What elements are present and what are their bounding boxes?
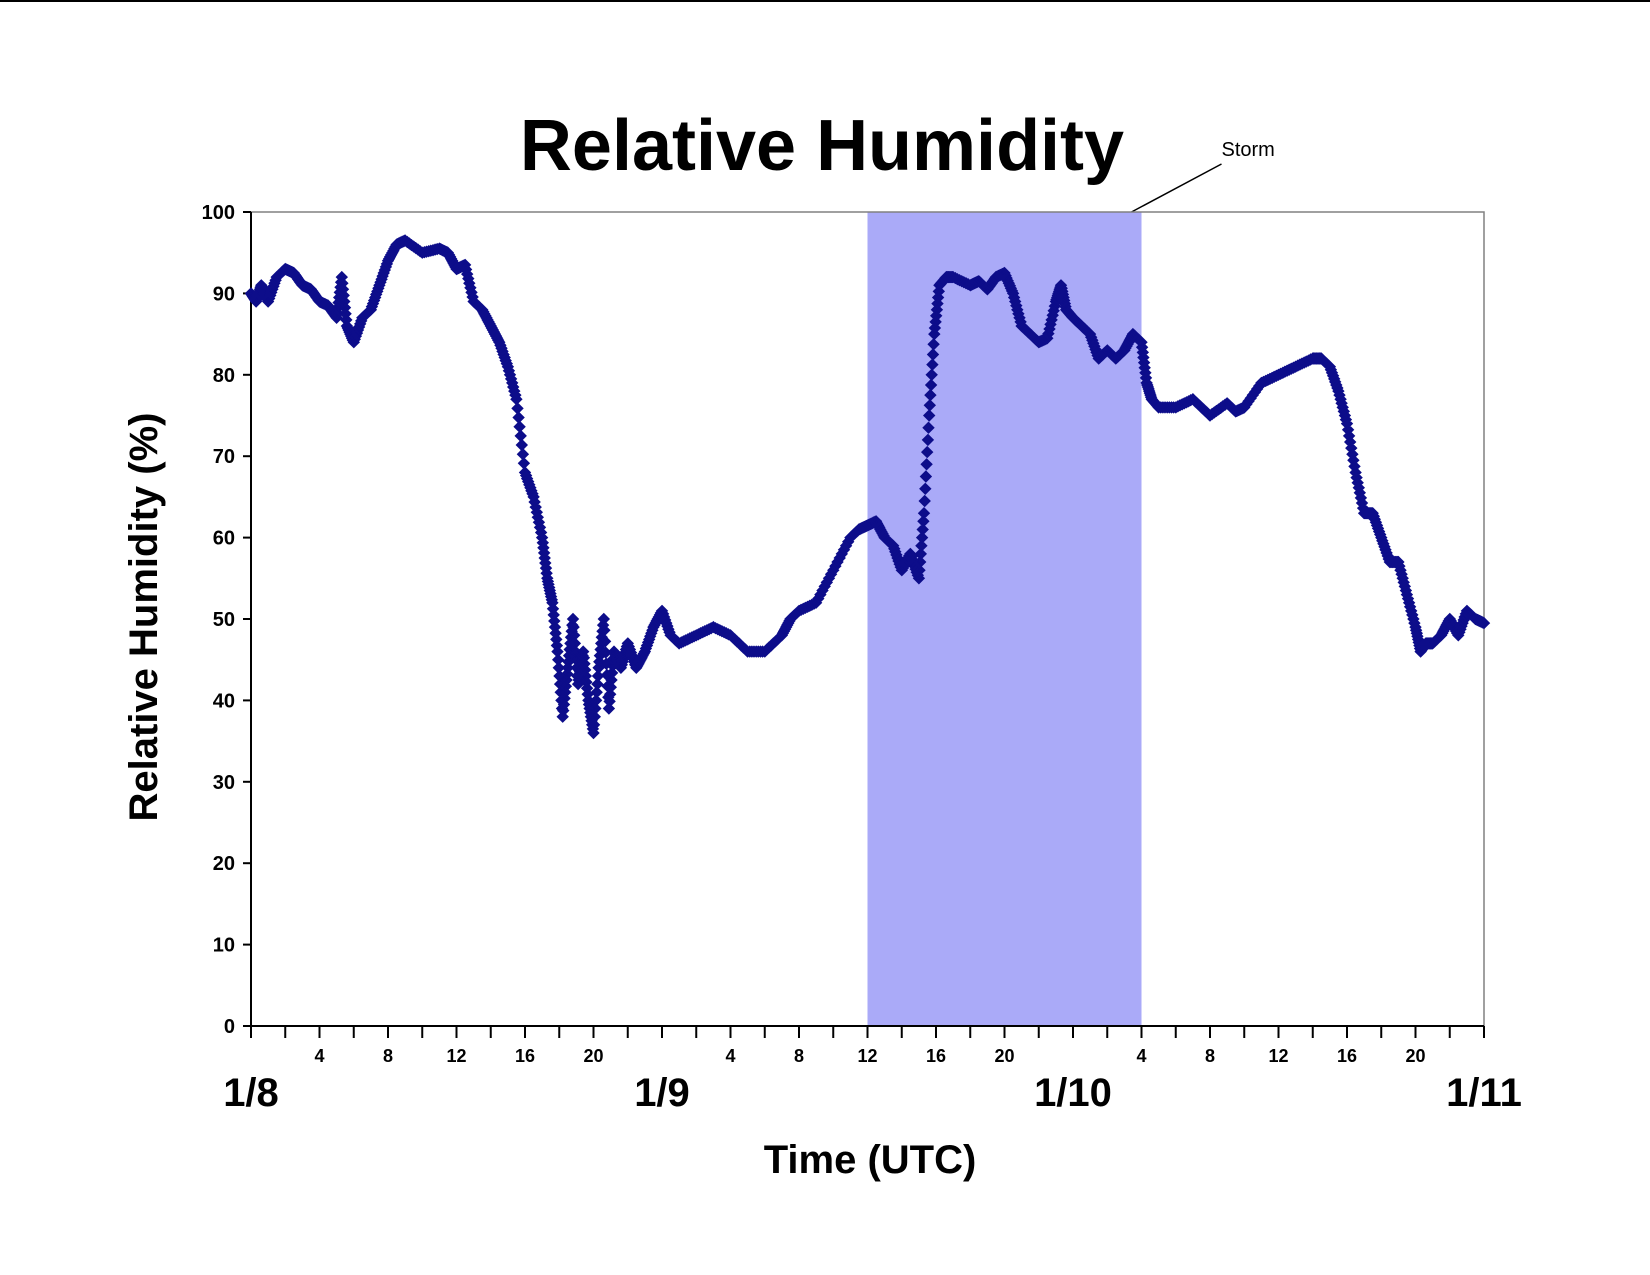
y-tick-label: 30 [213,772,235,794]
x-axis-hour-labels: 4 8 12 16 20 4 8 12 16 20 4 8 12 16 20 [314,1046,1425,1066]
chart-title: Relative Humidity [520,106,1124,186]
x-hour-label: 20 [583,1046,603,1066]
x-hour-label: 16 [515,1046,535,1066]
x-hour-label: 8 [383,1046,393,1066]
x-day-label: 1/8 [223,1071,279,1115]
top-rule [0,0,1650,2]
x-hour-label: 16 [1337,1046,1357,1066]
y-tick-label: 40 [213,690,235,712]
y-tick-label: 70 [213,446,235,468]
y-tick-label: 100 [202,202,235,224]
x-hour-label: 4 [314,1046,324,1066]
y-axis-ticks: 0 10 20 30 40 50 60 70 80 90 100 [202,202,251,1038]
x-day-label: 1/10 [1034,1071,1112,1115]
x-hour-label: 16 [926,1046,946,1066]
x-day-label: 1/11 [1446,1071,1522,1115]
y-axis-label: Relative Humidity (%) [122,413,166,822]
x-axis-minor-ticks [250,1026,1485,1038]
x-hour-label: 8 [794,1046,804,1066]
y-tick-label: 50 [213,609,235,631]
x-hour-label: 12 [857,1046,877,1066]
x-hour-label: 12 [1268,1046,1288,1066]
y-tick-label: 20 [213,853,235,875]
series-markers [244,234,1491,740]
x-hour-label: 8 [1205,1046,1215,1066]
x-hour-label: 20 [994,1046,1014,1066]
y-tick-label: 10 [213,935,235,957]
x-hour-label: 20 [1405,1046,1425,1066]
storm-annotation-leader [1131,163,1222,213]
x-hour-label: 12 [446,1046,466,1066]
y-tick-label: 90 [213,283,235,305]
humidity-series-points [244,234,1491,740]
y-tick-label: 80 [213,365,235,387]
x-hour-label: 4 [1136,1046,1146,1066]
x-axis-label: Time (UTC) [764,1138,977,1182]
x-day-label: 1/9 [634,1071,690,1115]
storm-annotation-label: Storm [1222,139,1275,161]
x-axis-day-labels: 1/8 1/9 1/10 1/11 [223,1071,1522,1115]
y-tick-label: 60 [213,528,235,550]
x-hour-label: 4 [725,1046,735,1066]
y-tick-label: 0 [224,1016,235,1038]
storm-region [867,212,1142,1026]
